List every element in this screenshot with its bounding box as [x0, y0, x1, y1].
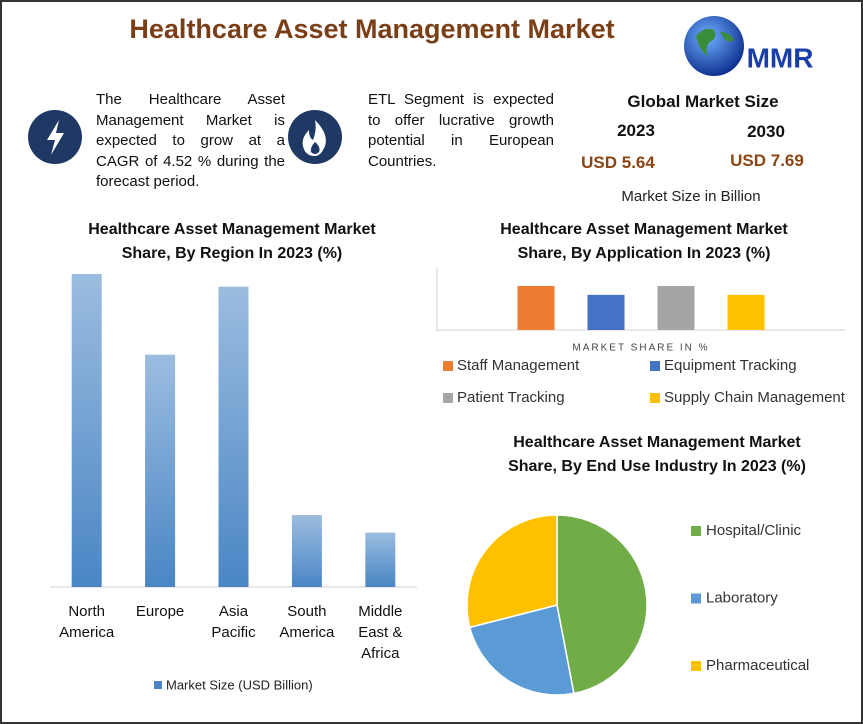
bar [727, 294, 765, 330]
legend-swatch [691, 526, 701, 536]
bar [657, 286, 695, 330]
legend-swatch [154, 681, 162, 689]
legend-swatch [650, 393, 660, 403]
bar [517, 286, 555, 330]
year: 2030 [747, 122, 785, 141]
legend-swatch [443, 393, 453, 403]
market-size-note: Market Size in Billion [621, 188, 761, 205]
segment-text: ETL Segment is expected to offer lucrati… [368, 91, 554, 170]
chart-title: Healthcare Asset Management Market Share… [88, 221, 376, 262]
legend-label: Pharmaceutical [706, 657, 809, 674]
chart-title: Healthcare Asset Management Market Share… [508, 434, 806, 475]
flame-icon [288, 110, 342, 164]
bar [291, 515, 322, 587]
legend-label: Market Size (USD Billion) [166, 677, 313, 692]
x-tick-label: South America [279, 603, 335, 641]
growth-text: The Healthcare Asset Management Market i… [96, 91, 285, 190]
legend-label: Supply Chain Management [664, 389, 846, 406]
page-title: Healthcare Asset Management Market [129, 14, 615, 44]
pie-slice [468, 604, 575, 696]
bar [365, 532, 396, 587]
legend-label: Laboratory [706, 589, 778, 606]
bar [218, 286, 249, 587]
x-axis-label: MARKET SHARE IN % [572, 343, 709, 354]
bar [145, 354, 176, 587]
legend-swatch [443, 361, 453, 371]
bar [71, 274, 102, 587]
legend-label: Equipment Tracking [664, 357, 797, 374]
market-value: USD 7.69 [730, 151, 804, 170]
legend-label: Staff Management [457, 357, 580, 374]
x-tick-label: North America [59, 603, 115, 641]
x-tick-label: Middle East & Africa [358, 603, 403, 662]
logo: MMR [684, 16, 813, 76]
legend-label: Patient Tracking [457, 389, 565, 406]
pie-slice [556, 514, 648, 695]
bar [587, 294, 625, 330]
market-value: USD 5.64 [581, 153, 655, 172]
legend-swatch [691, 661, 701, 671]
year: 2023 [617, 121, 655, 140]
logo-text: MMR [747, 42, 814, 73]
pie-slice [466, 514, 558, 629]
bolt-icon [28, 110, 82, 164]
legend-swatch [650, 361, 660, 371]
chart-title: Healthcare Asset Management Market Share… [500, 221, 788, 262]
x-tick-label: Europe [135, 603, 185, 620]
market-size-title: Global Market Size [627, 92, 779, 111]
x-tick-label: Asia Pacific [211, 603, 256, 641]
legend-swatch [691, 593, 701, 604]
legend-label: Hospital/Clinic [706, 522, 802, 539]
